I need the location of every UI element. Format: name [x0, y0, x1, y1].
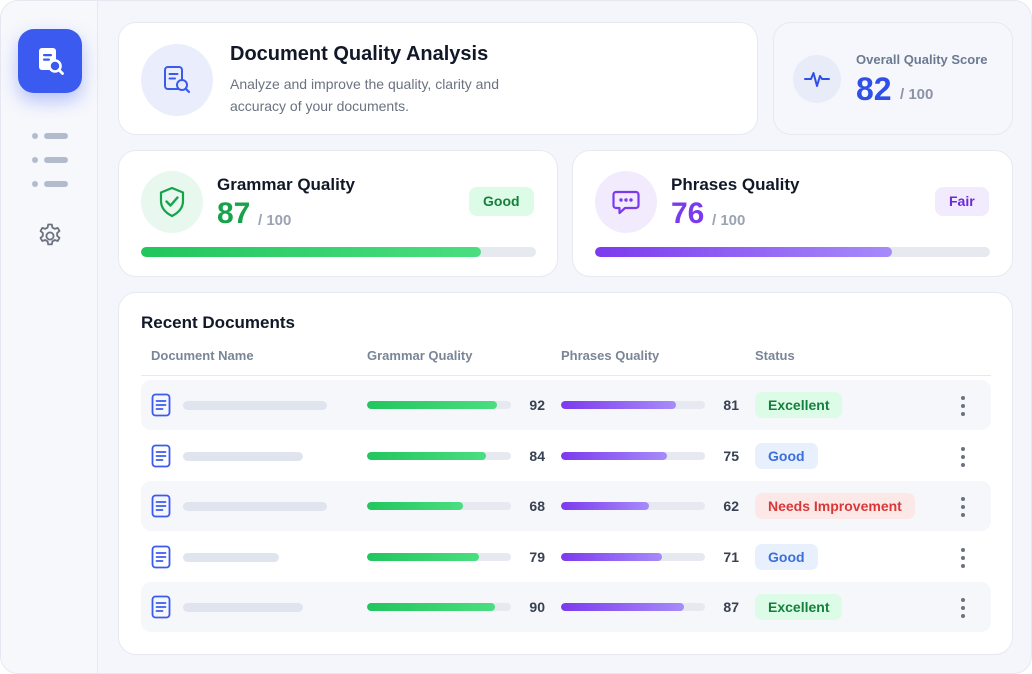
kebab-menu-icon[interactable] [959, 496, 967, 518]
phrases-quality-card: Phrases Quality 76 / 100 Fair [572, 150, 1013, 277]
grammar-quality-value: 68 [529, 498, 545, 514]
column-header-grammar-quality: Grammar Quality [367, 348, 473, 363]
app-logo-button[interactable] [18, 29, 82, 93]
phrases-quality-bar-fill [561, 553, 662, 561]
phrases-quality-title: Phrases Quality [671, 175, 800, 194]
shield-check-icon [141, 171, 203, 233]
table-row[interactable]: 79 71 Good [141, 532, 991, 582]
overall-score-value: 82 [856, 71, 892, 107]
grammar-quality-bar-fill [367, 553, 480, 561]
phrases-quality-score: 76 [671, 197, 705, 230]
column-header-phrases-quality: Phrases Quality [561, 348, 660, 363]
phrases-progress-bar [595, 247, 990, 257]
table-row[interactable]: 84 75 Good [141, 431, 991, 481]
grammar-quality-bar [367, 502, 511, 510]
status-badge: Needs Improvement [755, 493, 915, 519]
status-badge: Excellent [755, 594, 843, 620]
phrases-quality-bar [561, 452, 705, 460]
header-divider [141, 375, 991, 376]
grammar-progress-bar [141, 247, 536, 257]
document-name-placeholder [183, 553, 279, 562]
phrases-quality-value: 87 [723, 599, 739, 615]
kebab-menu-icon[interactable] [959, 547, 967, 569]
document-icon [151, 595, 171, 619]
phrases-quality-bar-fill [561, 502, 649, 510]
grammar-quality-bar-fill [367, 603, 495, 611]
kebab-menu-icon[interactable] [959, 597, 967, 619]
phrases-quality-value: 75 [723, 448, 739, 464]
phrases-quality-value: 81 [723, 397, 739, 413]
phrases-quality-bar [561, 553, 705, 561]
document-name-placeholder [183, 452, 303, 461]
list-icon[interactable] [30, 129, 70, 193]
phrases-quality-bar [561, 401, 705, 409]
document-icon [151, 393, 171, 417]
column-header-status: Status [755, 348, 795, 363]
pulse-icon [793, 55, 841, 103]
phrases-quality-bar-fill [561, 401, 676, 409]
grammar-quality-value: 92 [529, 397, 545, 413]
phrases-status-badge: Fair [935, 187, 989, 216]
sidebar [1, 1, 98, 673]
status-badge: Good [755, 443, 818, 469]
grammar-quality-card: Grammar Quality 87 / 100 Good [118, 150, 558, 277]
page-title: Document Quality Analysis [230, 43, 489, 65]
phrases-quality-max: / 100 [712, 212, 746, 229]
document-search-icon [141, 44, 213, 116]
column-header-document-name: Document Name [151, 348, 254, 363]
document-name-placeholder [183, 401, 327, 410]
grammar-quality-bar [367, 401, 511, 409]
table-row[interactable]: 68 62 Needs Improvement [141, 481, 991, 531]
phrases-progress-fill [595, 247, 893, 257]
table-row[interactable]: 90 87 Excellent [141, 582, 991, 632]
grammar-status-badge: Good [469, 187, 534, 216]
document-name-placeholder [183, 603, 303, 612]
phrases-quality-bar [561, 603, 705, 611]
grammar-quality-bar-fill [367, 452, 487, 460]
document-icon [151, 494, 171, 518]
grammar-quality-bar [367, 603, 511, 611]
grammar-quality-value: 84 [529, 448, 545, 464]
grammar-quality-bar [367, 553, 511, 561]
overall-score-max: / 100 [900, 86, 934, 103]
grammar-quality-bar-fill [367, 401, 498, 409]
kebab-menu-icon[interactable] [959, 446, 967, 468]
status-badge: Excellent [755, 392, 843, 418]
phrases-quality-bar-fill [561, 603, 685, 611]
grammar-quality-title: Grammar Quality [217, 175, 355, 194]
chat-bubble-icon [595, 171, 657, 233]
grammar-progress-fill [141, 247, 482, 257]
recent-documents-card: Recent Documents Document Name Grammar Q… [118, 292, 1013, 655]
grammar-quality-value: 90 [529, 599, 545, 615]
phrases-quality-value: 62 [723, 498, 739, 514]
header-card: Document Quality Analysis Analyze and im… [118, 22, 758, 135]
grammar-quality-max: / 100 [258, 212, 292, 229]
table-row[interactable]: 92 81 Excellent [141, 380, 991, 430]
kebab-menu-icon[interactable] [959, 395, 967, 417]
grammar-quality-score: 87 [217, 197, 251, 230]
grammar-quality-bar-fill [367, 502, 464, 510]
overall-score-card: Overall Quality Score 82 / 100 [773, 22, 1013, 135]
grammar-quality-value: 79 [529, 549, 545, 565]
phrases-quality-bar [561, 502, 705, 510]
status-badge: Good [755, 544, 818, 570]
phrases-quality-value: 71 [723, 549, 739, 565]
phrases-quality-bar-fill [561, 452, 668, 460]
grammar-quality-bar [367, 452, 511, 460]
document-icon [151, 545, 171, 569]
page-description: Analyze and improve the quality, clarity… [230, 76, 499, 114]
recent-documents-title: Recent Documents [141, 313, 295, 332]
document-search-icon [39, 48, 64, 75]
document-icon [151, 444, 171, 468]
overall-score-label: Overall Quality Score [856, 52, 988, 67]
document-name-placeholder [183, 502, 327, 511]
gear-icon[interactable] [36, 222, 64, 250]
